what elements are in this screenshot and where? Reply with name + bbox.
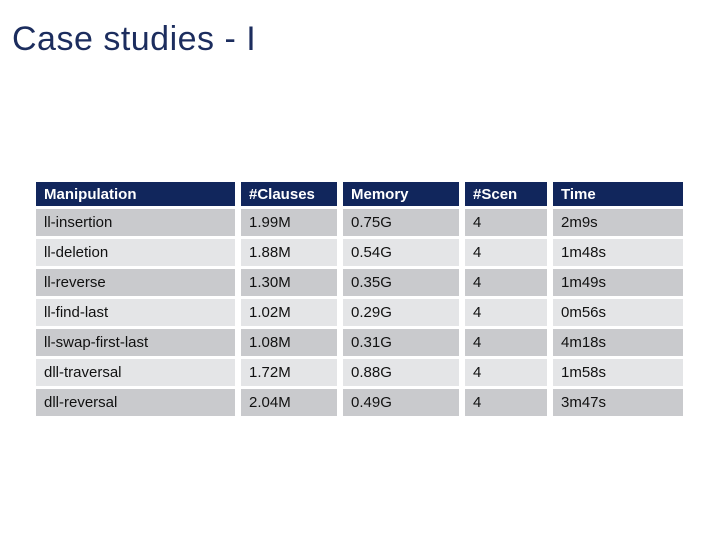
- table-cell: 4: [465, 359, 547, 386]
- table-cell: 0.29G: [343, 299, 459, 326]
- table-cell: 0.35G: [343, 269, 459, 296]
- table-cell: 4m18s: [553, 329, 683, 356]
- table-cell: 0.49G: [343, 389, 459, 416]
- table-cell: 0m56s: [553, 299, 683, 326]
- table-cell: 1.30M: [241, 269, 337, 296]
- table-cell: 1m58s: [553, 359, 683, 386]
- table-cell: 4: [465, 299, 547, 326]
- column-header--clauses: #Clauses: [241, 182, 337, 206]
- table-cell: 1.88M: [241, 239, 337, 266]
- table-cell: 4: [465, 329, 547, 356]
- table-cell: 1.08M: [241, 329, 337, 356]
- table-cell: 4: [465, 209, 547, 236]
- table-cell: 4: [465, 269, 547, 296]
- column-header-memory: Memory: [343, 182, 459, 206]
- row-label: ll-swap-first-last: [36, 329, 235, 356]
- row-label: dll-reversal: [36, 389, 235, 416]
- case-studies-table: Manipulation #Clauses Memory #Scen Time ll-in…: [36, 182, 683, 416]
- table-cell: 4: [465, 389, 547, 416]
- row-label: ll-find-last: [36, 299, 235, 326]
- title-underline: [5, 68, 661, 71]
- column-header-manipulation: Manipulation: [36, 182, 235, 206]
- slide-title: Case studies - I: [12, 20, 257, 58]
- table-cell: 1.72M: [241, 359, 337, 386]
- row-label: dll-traversal: [36, 359, 235, 386]
- table-cell: 1.99M: [241, 209, 337, 236]
- row-label: ll-reverse: [36, 269, 235, 296]
- table-cell: 2m9s: [553, 209, 683, 236]
- table-cell: 0.31G: [343, 329, 459, 356]
- table-cell: 3m47s: [553, 389, 683, 416]
- table-cell: 2.04M: [241, 389, 337, 416]
- table-cell: 0.54G: [343, 239, 459, 266]
- column-header-time: Time: [553, 182, 683, 206]
- table-cell: 1m49s: [553, 269, 683, 296]
- table-cell: 4: [465, 239, 547, 266]
- table-cell: 0.75G: [343, 209, 459, 236]
- row-label: ll-insertion: [36, 209, 235, 236]
- row-label: ll-deletion: [36, 239, 235, 266]
- column-header--scen: #Scen: [465, 182, 547, 206]
- table-cell: 1.02M: [241, 299, 337, 326]
- table-cell: 1m48s: [553, 239, 683, 266]
- table-cell: 0.88G: [343, 359, 459, 386]
